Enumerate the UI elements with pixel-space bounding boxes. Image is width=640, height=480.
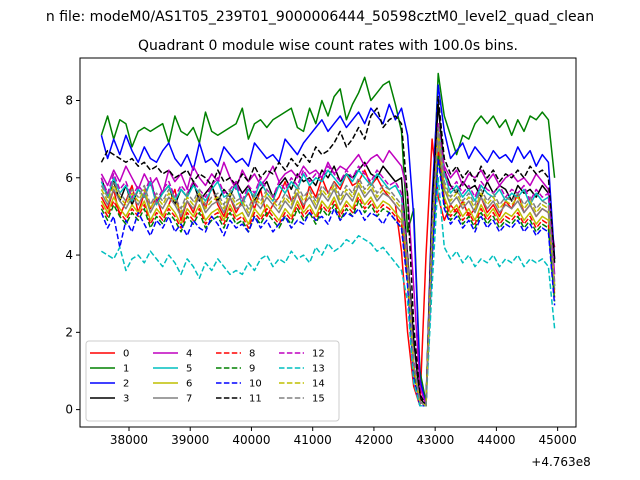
series-line-12 xyxy=(100,122,556,407)
series-line-1 xyxy=(100,72,556,403)
x-tick-label: 43000 xyxy=(416,433,454,447)
legend-label-6: 6 xyxy=(186,379,192,390)
legend-label-3: 3 xyxy=(123,394,129,405)
legend-label-7: 7 xyxy=(186,394,192,405)
legend-label-1: 1 xyxy=(123,364,129,375)
legend-label-5: 5 xyxy=(186,364,192,375)
legend-label-15: 15 xyxy=(312,394,325,405)
series-line-11 xyxy=(100,95,556,407)
series-line-10 xyxy=(100,157,556,407)
legend-label-9: 9 xyxy=(249,364,255,375)
x-tick-label: 40000 xyxy=(232,433,270,447)
series-line-7 xyxy=(100,138,556,407)
series-line-5 xyxy=(100,126,556,407)
series-line-15 xyxy=(100,126,556,407)
legend-label-0: 0 xyxy=(123,349,129,360)
y-tick-label: 8 xyxy=(65,94,73,108)
x-axis: 38000 39000 40000 41000 42000 43000 44000 45000 xyxy=(110,427,577,447)
legend-label-8: 8 xyxy=(249,349,255,360)
x-axis-offset-label: +4.763e8 xyxy=(531,455,590,469)
series-line-6 xyxy=(100,146,556,407)
legend-label-4: 4 xyxy=(186,349,192,360)
legend-label-10: 10 xyxy=(249,379,262,390)
y-axis: 0 2 4 6 8 xyxy=(65,94,80,417)
plot-area-frame xyxy=(79,57,577,428)
y-tick-label: 6 xyxy=(65,171,73,185)
series-line-8 xyxy=(100,149,556,407)
series-line-2 xyxy=(100,84,556,407)
y-tick-label: 2 xyxy=(65,325,73,339)
legend-label-2: 2 xyxy=(123,379,129,390)
legend-box xyxy=(85,340,340,422)
y-tick-label: 4 xyxy=(65,248,73,262)
x-tick-label: 41000 xyxy=(294,433,332,447)
x-tick-label: 39000 xyxy=(171,433,209,447)
figure-suptitle: n file: modeM0/AS1T05_239T01_9000006444_… xyxy=(46,9,594,25)
series-line-13 xyxy=(101,177,556,407)
series-layer xyxy=(100,72,556,407)
x-tick-label: 38000 xyxy=(110,433,148,447)
x-tick-label: 44000 xyxy=(477,433,515,447)
legend-label-14: 14 xyxy=(312,379,325,390)
legend-label-13: 13 xyxy=(312,364,325,375)
x-tick-label: 42000 xyxy=(355,433,393,447)
series-line-14 xyxy=(100,130,556,407)
y-tick-label: 0 xyxy=(65,403,73,417)
x-tick-label: 45000 xyxy=(539,433,577,447)
series-line-9 xyxy=(100,153,556,407)
chart-title: Quadrant 0 module wise count rates with … xyxy=(138,38,518,54)
legend-label-12: 12 xyxy=(312,349,325,360)
legend-label-11: 11 xyxy=(249,394,262,405)
